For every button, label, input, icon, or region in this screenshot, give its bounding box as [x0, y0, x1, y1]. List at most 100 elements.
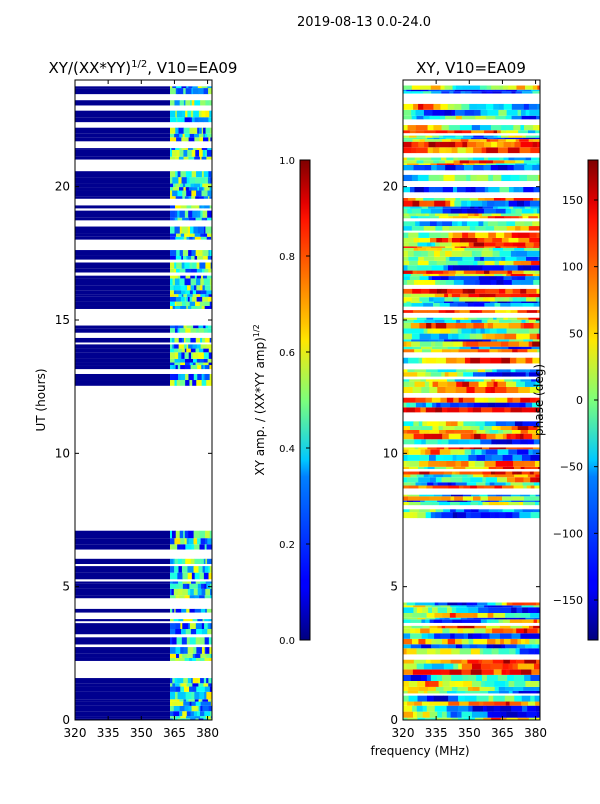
- phase-cell: [427, 125, 434, 131]
- phase-cell: [455, 386, 467, 394]
- phase-cell: [464, 449, 472, 455]
- amp-cell: [185, 183, 191, 188]
- phase-cell: [403, 695, 409, 702]
- amp-cell: [193, 325, 199, 329]
- phase-cell: [521, 208, 534, 214]
- phase-cell: [424, 164, 432, 171]
- phase-cell: [446, 705, 459, 712]
- phase-cell: [427, 310, 440, 313]
- phase-cell: [534, 648, 540, 655]
- phase-cell: [403, 439, 415, 445]
- phase-cell: [489, 633, 501, 639]
- phase-cell: [445, 421, 451, 427]
- amp-cell: [179, 653, 183, 658]
- amp-cell: [209, 530, 212, 539]
- phase-cell: [484, 130, 494, 134]
- phase-cell: [506, 130, 519, 134]
- phase-cell: [412, 430, 420, 434]
- amp-row-low: [75, 233, 171, 237]
- amp-cell: [172, 581, 175, 584]
- phase-cell: [509, 187, 514, 193]
- phase-cell: [403, 617, 409, 620]
- amp-cell: [200, 210, 203, 218]
- phase-cell: [477, 208, 485, 214]
- amp-cell: [170, 337, 173, 343]
- amp-cell: [177, 718, 181, 720]
- phase-cell: [484, 273, 495, 277]
- phase-cell: [464, 695, 477, 702]
- amp-cell: [170, 325, 176, 329]
- phase-cell: [421, 208, 432, 214]
- phase-cell: [511, 430, 521, 434]
- amp-cell: [175, 530, 181, 539]
- phase-cell: [524, 602, 537, 606]
- phase-cell: [403, 221, 416, 227]
- phase-cell: [465, 237, 478, 243]
- phase-cell: [403, 141, 412, 148]
- amp-cell: [178, 373, 182, 381]
- phase-cell: [403, 449, 409, 455]
- phase-cell: [509, 659, 517, 664]
- phase-cell: [406, 500, 414, 502]
- phase-cell: [403, 512, 414, 519]
- amp-cell: [173, 619, 179, 622]
- phase-cell: [493, 206, 499, 209]
- amp-cell: [186, 217, 190, 221]
- phase-cell: [447, 482, 452, 486]
- phase-cell: [443, 454, 453, 461]
- amp-row-low: [75, 275, 171, 279]
- amp-cell: [208, 348, 212, 353]
- phase-cell: [450, 477, 463, 483]
- phase-cell: [407, 279, 415, 285]
- phase-cell: [426, 674, 432, 681]
- phase-cell: [406, 663, 417, 670]
- phase-cell: [520, 612, 531, 618]
- phase-cell: [448, 141, 456, 148]
- phase-cell: [538, 680, 540, 687]
- amp-cell: [195, 701, 201, 706]
- phase-cb-tick-label: 0: [576, 394, 583, 407]
- amp-cell: [203, 226, 206, 234]
- phase-cell: [531, 644, 539, 649]
- phase-cell: [479, 426, 484, 431]
- phase-cell: [483, 426, 493, 431]
- phase-cell: [528, 339, 534, 342]
- amp-cell: [185, 290, 191, 295]
- amp-cell: [175, 88, 178, 95]
- phase-cell: [450, 605, 459, 608]
- phase-cell: [475, 270, 485, 274]
- phase-cell: [465, 512, 472, 519]
- phase-cell: [527, 474, 536, 478]
- phase-cell: [512, 690, 519, 694]
- phase-cell: [403, 466, 410, 470]
- phase-cell: [519, 139, 529, 142]
- amp-cell: [179, 683, 182, 687]
- phase-cell: [498, 509, 503, 513]
- amp-cell: [191, 149, 196, 157]
- phase-cell: [533, 213, 540, 217]
- phase-cell: [529, 200, 540, 207]
- amp-cell: [195, 362, 200, 366]
- phase-cell: [447, 293, 453, 298]
- amp-cell: [204, 619, 210, 622]
- phase-cell: [408, 232, 419, 238]
- amp-row-low: [75, 637, 171, 645]
- phase-cell: [439, 333, 449, 340]
- amp-cell: [207, 177, 211, 184]
- phase-cell: [452, 471, 456, 475]
- phase-cell: [521, 135, 527, 138]
- phase-cell: [407, 617, 418, 620]
- amp-cell: [194, 233, 201, 237]
- phase-cell: [406, 407, 416, 413]
- phase-cell: [485, 288, 489, 294]
- amp-cell: [175, 595, 180, 599]
- phase-cell: [530, 690, 537, 694]
- phase-cell: [453, 397, 459, 403]
- amp-cell: [198, 117, 204, 123]
- phase-cell: [522, 509, 534, 513]
- phase-cell: [430, 674, 438, 681]
- phase-cell: [512, 496, 525, 501]
- phase-cell: [444, 198, 456, 201]
- phase-cell: [440, 605, 451, 608]
- amp-cell: [205, 538, 208, 545]
